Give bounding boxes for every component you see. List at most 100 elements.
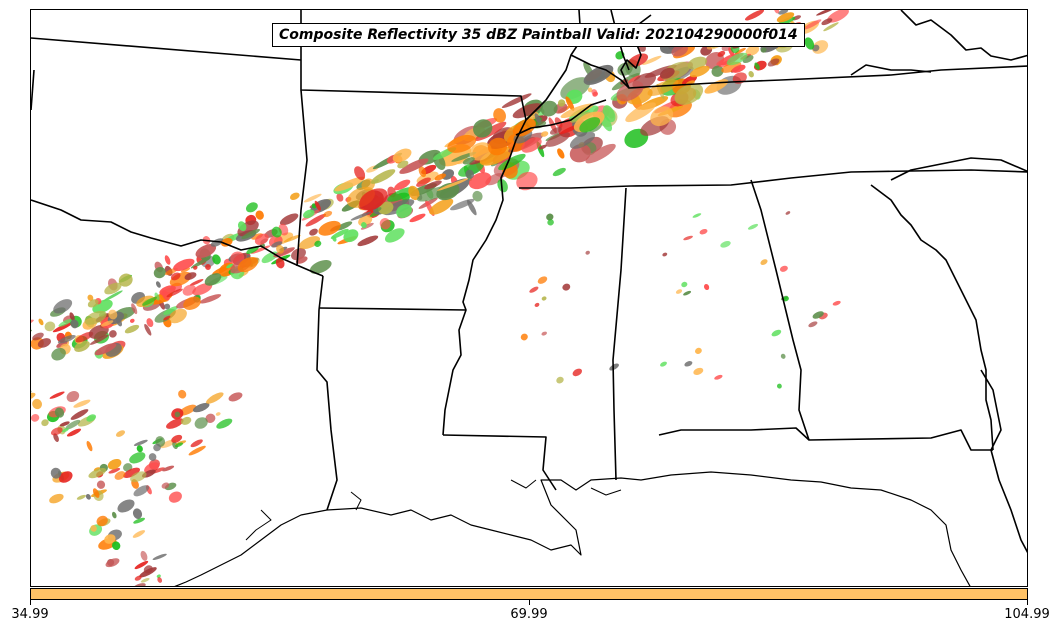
paintball-blob bbox=[157, 577, 163, 583]
paintball-blob bbox=[174, 411, 181, 418]
paintball-blob bbox=[361, 222, 367, 229]
paintball-blob bbox=[565, 96, 575, 111]
georgia-east bbox=[870, 184, 994, 451]
paintball-blob bbox=[671, 44, 688, 57]
paintball-blob bbox=[681, 281, 688, 288]
arkansas-south bbox=[318, 307, 467, 311]
paintball-blob bbox=[674, 83, 704, 105]
paintball-blob bbox=[31, 319, 34, 330]
georgia-carolina bbox=[890, 157, 1027, 181]
paintball-blob bbox=[140, 550, 148, 561]
kansas-nebraska-border bbox=[31, 37, 302, 61]
mississippi-river-west bbox=[442, 119, 527, 436]
paintball-blob bbox=[152, 553, 167, 561]
paintball-blob bbox=[540, 100, 558, 117]
reflectivity-map bbox=[31, 10, 1027, 586]
state-boundaries bbox=[31, 10, 1027, 586]
louisiana-coast bbox=[174, 509, 328, 586]
paintball-blob bbox=[804, 37, 815, 50]
paintball-blob bbox=[168, 308, 187, 324]
paintball-blob bbox=[537, 276, 548, 284]
paintball-blob bbox=[703, 283, 710, 291]
paintball-blob bbox=[493, 108, 506, 123]
paintball-blob bbox=[44, 321, 56, 332]
paintball-blob bbox=[396, 204, 413, 218]
paintball-blob bbox=[115, 430, 126, 437]
paintball-blob bbox=[131, 303, 138, 315]
paintball-blob bbox=[245, 202, 258, 213]
paintball-blob bbox=[132, 583, 146, 586]
paintball-blob bbox=[747, 223, 759, 230]
paintball-blob bbox=[142, 296, 157, 306]
paintball-blob bbox=[547, 219, 554, 226]
paintball-blob bbox=[237, 257, 259, 273]
paintball-blob bbox=[397, 160, 409, 169]
paintball-blob bbox=[699, 228, 708, 235]
virginia-north bbox=[850, 64, 932, 76]
paintball-blob bbox=[124, 324, 140, 334]
paintball-blob bbox=[591, 89, 598, 96]
paintball-blob bbox=[226, 263, 234, 269]
paintball-blob bbox=[771, 329, 782, 337]
paintball-blob bbox=[298, 236, 321, 250]
paintball-blob bbox=[585, 250, 590, 255]
paintball-blob bbox=[54, 407, 65, 418]
paintball-blob bbox=[399, 158, 429, 174]
paintball-blob bbox=[31, 329, 32, 337]
paintball-blob bbox=[188, 445, 206, 456]
paintball-blob bbox=[693, 367, 704, 375]
paintball-blob bbox=[101, 320, 114, 327]
paintball-blob bbox=[520, 333, 528, 341]
coastal-inlets bbox=[245, 479, 622, 541]
paintball-blob bbox=[569, 131, 596, 149]
paintball-blob bbox=[447, 134, 477, 153]
paintball-blob bbox=[153, 266, 166, 279]
paintball-blob bbox=[123, 467, 141, 478]
paintball-blob bbox=[783, 296, 789, 302]
paintball-blob bbox=[821, 18, 833, 26]
paintball-blob bbox=[87, 299, 99, 308]
paintball-blob bbox=[162, 465, 175, 472]
paintball-blob bbox=[336, 193, 344, 202]
paintball-blob bbox=[305, 213, 327, 227]
paintball-blob bbox=[309, 259, 332, 274]
paintball-blob bbox=[462, 157, 475, 165]
paintball-blob bbox=[660, 361, 667, 367]
paintball-blob bbox=[289, 192, 300, 200]
paintball-blob bbox=[182, 284, 196, 296]
paintball-blob bbox=[695, 347, 702, 355]
paintball-blob bbox=[375, 207, 382, 212]
paintball-blob bbox=[190, 439, 203, 448]
paintball-blob bbox=[827, 10, 849, 23]
paintball-blob bbox=[166, 418, 184, 429]
paintball-blob bbox=[66, 391, 80, 402]
paintball-blob bbox=[105, 558, 120, 568]
paintball-blob bbox=[776, 12, 795, 23]
paintball-blob bbox=[171, 434, 183, 443]
paintball-blob bbox=[534, 113, 542, 125]
paintball-blob bbox=[237, 221, 247, 232]
colorbar bbox=[30, 588, 1028, 600]
paintball-blob bbox=[682, 75, 697, 86]
paintball-blob bbox=[87, 294, 94, 302]
paintball-blob bbox=[538, 144, 547, 150]
paintball-blob bbox=[472, 190, 483, 202]
paintball-blob bbox=[662, 252, 668, 257]
paintball-blob bbox=[216, 418, 233, 429]
paintball-blob bbox=[512, 103, 542, 119]
paintball-blob bbox=[212, 265, 230, 276]
paintball-blob bbox=[541, 296, 547, 301]
paintball-blob bbox=[303, 193, 322, 203]
paintball-blob bbox=[178, 389, 187, 399]
paintball-blob bbox=[85, 493, 91, 500]
paintball-blob bbox=[684, 361, 693, 367]
paintball-blob bbox=[96, 515, 108, 527]
paintball-blob bbox=[550, 127, 562, 135]
paintball-blob bbox=[254, 233, 269, 245]
paintball-blob bbox=[387, 186, 415, 202]
paintball-blob bbox=[103, 290, 123, 302]
paintball-blob bbox=[134, 575, 142, 581]
paintball-blobs bbox=[31, 10, 849, 586]
paintball-blob bbox=[279, 213, 299, 226]
paintball-blob bbox=[303, 209, 315, 219]
